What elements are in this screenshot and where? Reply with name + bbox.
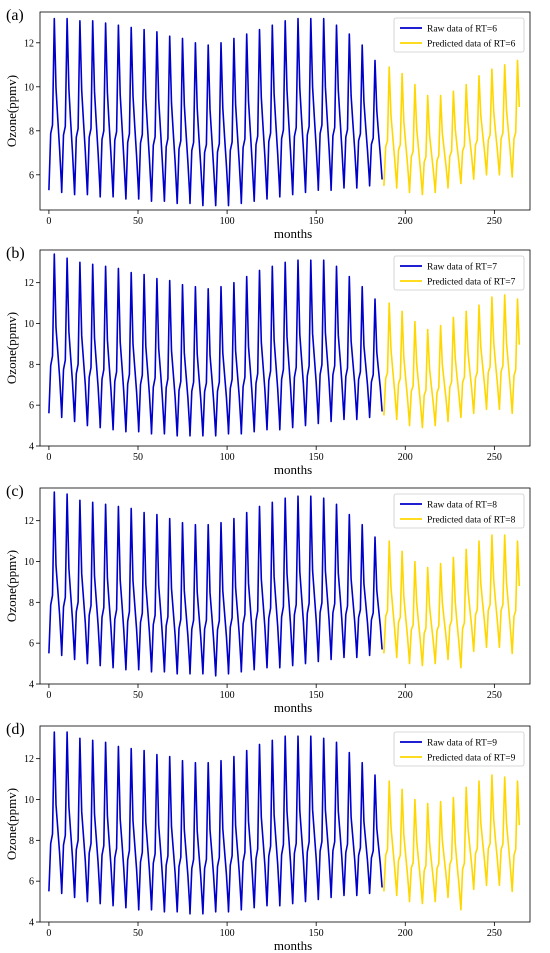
- y-tick-label: 8: [29, 836, 34, 847]
- y-tick-label: 6: [29, 170, 34, 181]
- chart-panel-d: (d) 0 50 100 150 200 250 4 6 8 10 12 months Ozone(ppm…: [0, 714, 550, 953]
- x-tick-label: 0: [46, 216, 51, 227]
- predicted-data-line: [383, 59, 521, 196]
- panel-label: (d): [6, 721, 25, 738]
- y-tick-label: 6: [29, 639, 34, 650]
- x-tick-label: 50: [133, 690, 143, 701]
- raw-data-line: [48, 491, 383, 677]
- y-tick-label: 10: [24, 319, 34, 330]
- raw-data-line: [48, 17, 383, 207]
- x-tick-label: 50: [133, 216, 143, 227]
- legend-label: Predicted data of RT=8: [427, 515, 516, 526]
- x-tick-label: 250: [487, 690, 502, 701]
- raw-data-line: [48, 731, 383, 915]
- axes-frame: [39, 725, 531, 923]
- y-tick-label: 4: [29, 442, 34, 453]
- chart-svg-b: (b) 0 50 100 150 200 250 4 6 8 10 12 months Ozone(ppm…: [4, 245, 531, 477]
- legend-box: [393, 17, 525, 53]
- axes-frame: [39, 487, 531, 685]
- chart-svg-c: (c) 0 50 100 150 200 250 4 6 8 10 12 months Ozone(ppm…: [4, 483, 531, 715]
- panel-label: (c): [6, 483, 24, 500]
- legend-label: Predicted data of RT=6: [427, 39, 516, 50]
- y-axis-label: Ozone(ppmv): [4, 550, 19, 622]
- legend-label: Raw data of RT=6: [427, 24, 497, 35]
- x-axis-label: months: [274, 462, 312, 477]
- x-axis-label: months: [274, 938, 312, 953]
- chart-panel-c: (c) 0 50 100 150 200 250 4 6 8 10 12 months Ozone(ppm…: [0, 476, 550, 715]
- x-tick-label: 200: [398, 928, 413, 939]
- legend-box: [393, 493, 525, 529]
- chart-panel-a: (a) 0 50 100 150 200 250 6 8 10 12 months Ozone(ppmv…: [0, 0, 550, 241]
- x-axis-label: months: [274, 226, 312, 241]
- y-tick-label: 12: [24, 516, 34, 527]
- x-tick-label: 0: [46, 452, 51, 463]
- y-tick-label: 10: [24, 557, 34, 568]
- x-tick-label: 200: [398, 452, 413, 463]
- x-tick-label: 150: [309, 452, 324, 463]
- y-axis-label: Ozone(ppmv): [4, 75, 19, 147]
- x-tick-label: 100: [220, 928, 235, 939]
- y-tick-label: 8: [29, 126, 34, 137]
- y-axis-label: Ozone(ppmv): [4, 788, 19, 860]
- x-tick-label: 250: [487, 928, 502, 939]
- y-tick-label: 8: [29, 360, 34, 371]
- y-tick-label: 4: [29, 918, 34, 929]
- axes-frame: [39, 11, 531, 211]
- x-tick-label: 0: [46, 928, 51, 939]
- x-tick-label: 100: [220, 216, 235, 227]
- legend-label: Raw data of RT=8: [427, 500, 497, 511]
- x-tick-label: 250: [487, 452, 502, 463]
- legend-box: [393, 255, 525, 291]
- y-tick-label: 6: [29, 401, 34, 412]
- y-tick-label: 10: [24, 795, 34, 806]
- predicted-data-line: [383, 294, 521, 429]
- x-tick-label: 200: [398, 690, 413, 701]
- predicted-data-line: [383, 534, 521, 669]
- x-tick-label: 50: [133, 928, 143, 939]
- chart-svg-a: (a) 0 50 100 150 200 250 6 8 10 12 months Ozone(ppmv…: [4, 7, 531, 241]
- x-tick-label: 250: [487, 216, 502, 227]
- predicted-data-line: [383, 774, 521, 911]
- y-tick-label: 4: [29, 680, 34, 691]
- x-tick-label: 0: [46, 690, 51, 701]
- y-tick-label: 12: [24, 278, 34, 289]
- panel-label: (a): [6, 7, 24, 24]
- x-tick-label: 50: [133, 452, 143, 463]
- legend-label: Predicted data of RT=9: [427, 753, 516, 764]
- y-tick-label: 12: [24, 38, 34, 49]
- axes-frame: [39, 249, 531, 447]
- y-tick-label: 8: [29, 598, 34, 609]
- panel-label: (b): [6, 245, 25, 262]
- y-tick-label: 6: [29, 877, 34, 888]
- y-tick-label: 12: [24, 754, 34, 765]
- chart-svg-d: (d) 0 50 100 150 200 250 4 6 8 10 12 months Ozone(ppm…: [4, 721, 531, 953]
- y-tick-label: 10: [24, 82, 34, 93]
- x-tick-label: 150: [309, 928, 324, 939]
- x-tick-label: 150: [309, 690, 324, 701]
- raw-data-line: [48, 253, 383, 437]
- x-tick-label: 150: [309, 216, 324, 227]
- x-tick-label: 100: [220, 452, 235, 463]
- legend-label: Predicted data of RT=7: [427, 277, 516, 288]
- x-tick-label: 100: [220, 690, 235, 701]
- legend-label: Raw data of RT=7: [427, 262, 497, 273]
- x-axis-label: months: [274, 700, 312, 715]
- chart-panel-b: (b) 0 50 100 150 200 250 4 6 8 10 12 months Ozone(ppm…: [0, 238, 550, 477]
- legend-label: Raw data of RT=9: [427, 738, 497, 749]
- y-axis-label: Ozone(ppmv): [4, 312, 19, 384]
- legend-box: [393, 731, 525, 767]
- x-tick-label: 200: [398, 216, 413, 227]
